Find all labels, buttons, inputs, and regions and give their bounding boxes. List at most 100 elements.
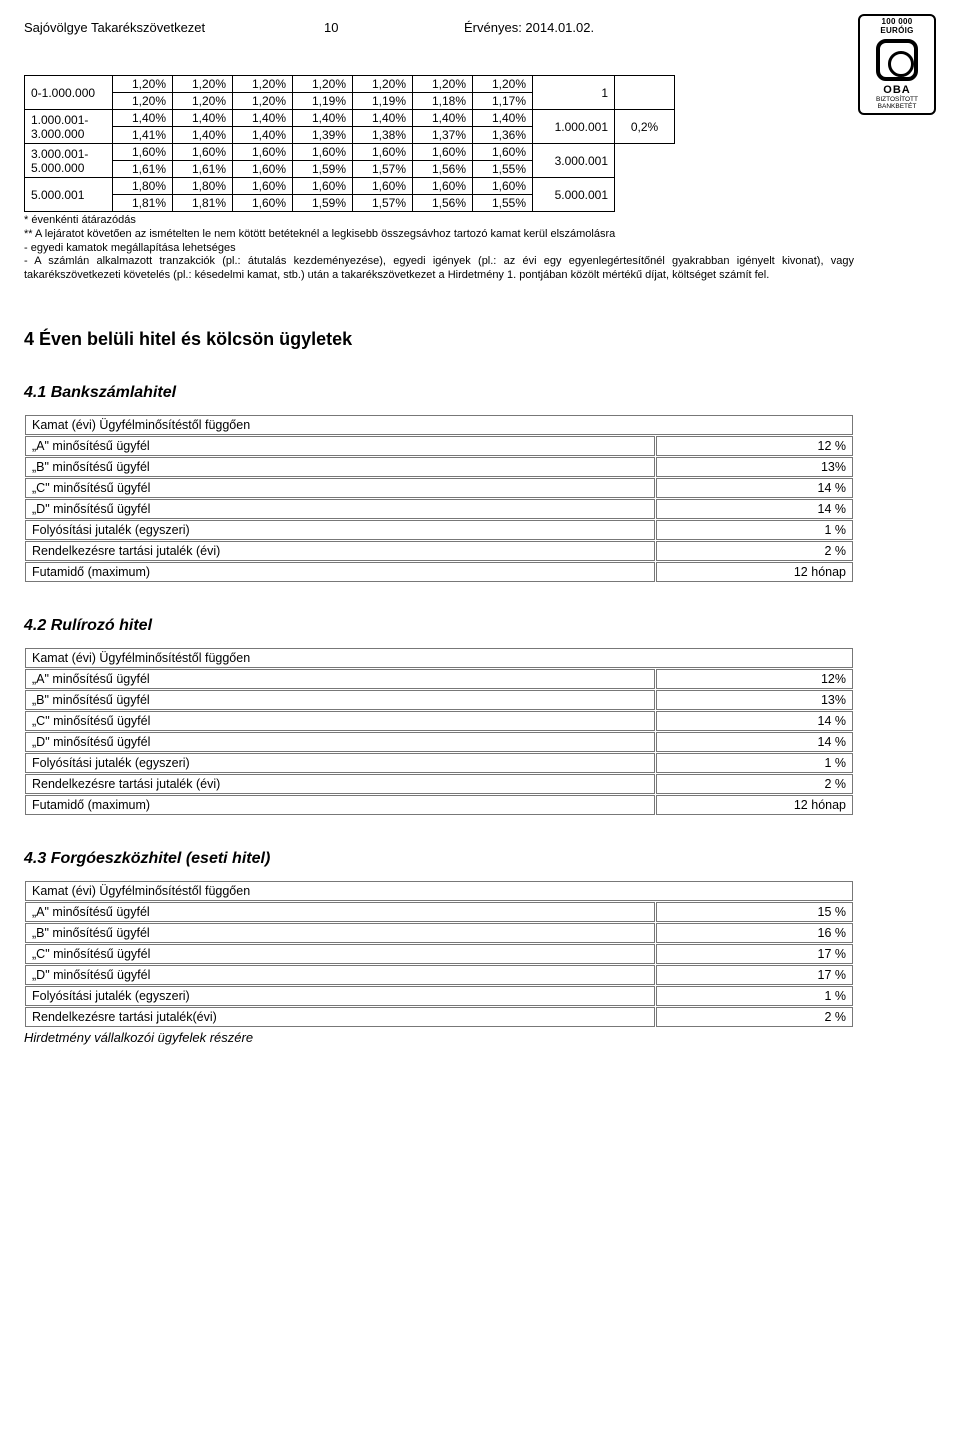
rate-cell: 1,57% — [353, 161, 413, 178]
table-key: „D" minősítésű ügyfél — [25, 732, 655, 752]
page-header: Sajóvölgye Takarékszövetkezet 10 Érvénye… — [24, 20, 936, 35]
oba-logo: 100 000 EURÓIG OBA BIZTOSÍTOTT BANKBETÉT — [858, 14, 936, 115]
rate-cell: 1,20% — [173, 93, 233, 110]
table-value: 15 % — [656, 902, 853, 922]
table-value: 16 % — [656, 923, 853, 943]
rate-cell: 1,60% — [473, 178, 533, 195]
table-value: 14 % — [656, 499, 853, 519]
table-value: 2 % — [656, 1007, 853, 1027]
rate-cell: 1,61% — [113, 161, 173, 178]
table-key: „B" minősítésű ügyfél — [25, 690, 655, 710]
table-value: 12 hónap — [656, 795, 853, 815]
table-key: „A" minősítésű ügyfél — [25, 436, 655, 456]
rate-end1: 1 — [533, 76, 615, 110]
rate-cell: 1,41% — [113, 127, 173, 144]
footnote-line: - egyedi kamatok megállapítása lehetsége… — [24, 242, 854, 256]
table-rulirozo: Kamat (évi) Ügyfélminősítéstől függően„A… — [24, 647, 854, 816]
rate-end2: 0,2% — [615, 110, 675, 144]
table-key: „C" minősítésű ügyfél — [25, 711, 655, 731]
table-key: „C" minősítésű ügyfél — [25, 478, 655, 498]
rate-cell: 1,57% — [353, 195, 413, 212]
rate-cell: 1,40% — [173, 110, 233, 127]
rate-cell: 1,60% — [173, 144, 233, 161]
table-key: Rendelkezésre tartási jutalék(évi) — [25, 1007, 655, 1027]
table-key: „D" minősítésű ügyfél — [25, 965, 655, 985]
section-4-2-title: 4.2 Rulírozó hitel — [24, 617, 936, 635]
rate-row-label: 1.000.001- 3.000.000 — [25, 110, 113, 144]
table-header: Kamat (évi) Ügyfélminősítéstől függően — [25, 881, 853, 901]
table-key: Folyósítási jutalék (egyszeri) — [25, 520, 655, 540]
table-value: 13% — [656, 690, 853, 710]
logo-sub1: BIZTOSÍTOTT — [862, 96, 932, 103]
table-value: 14 % — [656, 478, 853, 498]
rate-cell: 1,40% — [173, 127, 233, 144]
rate-cell: 1,59% — [293, 195, 353, 212]
rate-cell: 1,80% — [173, 178, 233, 195]
rate-row-label: 3.000.001- 5.000.000 — [25, 144, 113, 178]
rate-cell: 1,61% — [173, 161, 233, 178]
table-forgoeszkoz: Kamat (évi) Ügyfélminősítéstől függően„A… — [24, 880, 854, 1028]
table-value: 14 % — [656, 732, 853, 752]
rate-table: 0-1.000.0001,20%1,20%1,20%1,20%1,20%1,20… — [24, 75, 675, 212]
table-key: „B" minősítésű ügyfél — [25, 457, 655, 477]
rate-cell: 1,56% — [413, 195, 473, 212]
rate-cell: 1,39% — [293, 127, 353, 144]
rate-cell: 1,56% — [413, 161, 473, 178]
rate-cell: 1,60% — [353, 144, 413, 161]
table-header: Kamat (évi) Ügyfélminősítéstől függően — [25, 648, 853, 668]
rate-row-label: 0-1.000.000 — [25, 76, 113, 110]
rate-end1: 3.000.001 — [533, 144, 615, 178]
table-key: Futamidő (maximum) — [25, 562, 655, 582]
rate-cell: 1,18% — [413, 93, 473, 110]
rate-cell: 1,60% — [113, 144, 173, 161]
rate-cell: 1,19% — [293, 93, 353, 110]
footnotes: * évenkénti átárazódás** A lejáratot köv… — [24, 214, 854, 283]
table-value: 13% — [656, 457, 853, 477]
table-value: 12% — [656, 669, 853, 689]
rate-cell: 1,17% — [473, 93, 533, 110]
rate-end1: 5.000.001 — [533, 178, 615, 212]
rate-cell: 1,36% — [473, 127, 533, 144]
rate-cell: 1,60% — [233, 161, 293, 178]
rate-cell: 1,38% — [353, 127, 413, 144]
table-value: 12 hónap — [656, 562, 853, 582]
rate-cell: 1,40% — [353, 110, 413, 127]
table-value: 1 % — [656, 520, 853, 540]
rate-cell: 1,20% — [413, 76, 473, 93]
rate-cell: 1,60% — [413, 144, 473, 161]
rate-end2 — [615, 76, 675, 110]
rate-cell: 1,81% — [173, 195, 233, 212]
rate-cell: 1,20% — [293, 76, 353, 93]
table-key: „A" minősítésű ügyfél — [25, 902, 655, 922]
rate-cell: 1,40% — [113, 110, 173, 127]
rate-cell: 1,20% — [113, 76, 173, 93]
table-value: 17 % — [656, 944, 853, 964]
rate-end1: 1.000.001 — [533, 110, 615, 144]
rate-cell: 1,60% — [473, 144, 533, 161]
logo-oba: OBA — [862, 84, 932, 96]
table-key: Rendelkezésre tartási jutalék (évi) — [25, 541, 655, 561]
rate-cell: 1,40% — [293, 110, 353, 127]
rate-cell: 1,60% — [233, 178, 293, 195]
table-key: Folyósítási jutalék (egyszeri) — [25, 753, 655, 773]
section-4-title: 4 Éven belüli hitel és kölcsön ügyletek — [24, 329, 936, 350]
rate-cell: 1,55% — [473, 195, 533, 212]
rate-row-label: 5.000.001 — [25, 178, 113, 212]
rate-cell: 1,20% — [233, 76, 293, 93]
rate-cell: 1,60% — [353, 178, 413, 195]
table-key: Rendelkezésre tartási jutalék (évi) — [25, 774, 655, 794]
rate-cell: 1,19% — [353, 93, 413, 110]
rate-cell: 1,40% — [413, 110, 473, 127]
footnote-line: * évenkénti átárazódás — [24, 214, 854, 228]
header-org: Sajóvölgye Takarékszövetkezet — [24, 20, 324, 35]
table-bankszamlahitel: Kamat (évi) Ügyfélminősítéstől függően„A… — [24, 414, 854, 583]
logo-sub2: BANKBETÉT — [862, 103, 932, 110]
table-value: 12 % — [656, 436, 853, 456]
rate-cell: 1,59% — [293, 161, 353, 178]
footnote-line: - A számlán alkalmazott tranzakciók (pl.… — [24, 255, 854, 283]
rate-cell: 1,20% — [113, 93, 173, 110]
rate-cell: 1,60% — [233, 144, 293, 161]
header-page: 10 — [324, 20, 464, 35]
rate-cell: 1,60% — [293, 144, 353, 161]
logo-icon — [876, 39, 918, 81]
